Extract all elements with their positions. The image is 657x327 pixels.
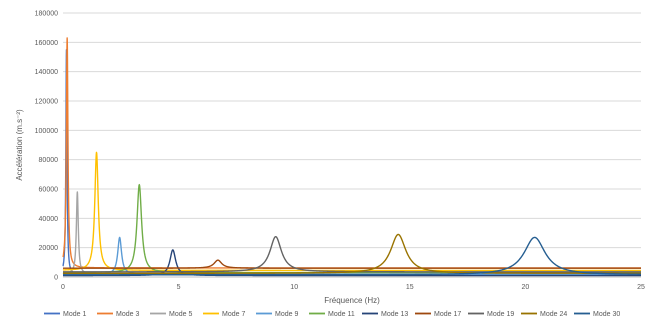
x-tick-label: 15 — [406, 284, 414, 291]
x-axis-title: Fréquence (Hz) — [324, 296, 380, 305]
legend-label: Mode 3 — [116, 311, 139, 318]
y-tick-label: 120000 — [35, 99, 58, 106]
y-axis-title: Accélération (m.s⁻²) — [15, 109, 24, 181]
x-tick-label: 20 — [522, 284, 530, 291]
series-line-mode-7 — [62, 151, 642, 272]
x-tick-label: 5 — [177, 284, 181, 291]
y-tick-label: 140000 — [35, 69, 58, 76]
y-tick-label: 160000 — [35, 40, 58, 47]
series-line-mode-13 — [62, 249, 642, 277]
series-line-mode-30 — [62, 236, 642, 276]
legend-label: Mode 5 — [169, 311, 192, 318]
legend-label: Mode 24 — [540, 311, 567, 318]
x-tick-label: 25 — [637, 284, 645, 291]
y-tick-label: 180000 — [35, 11, 58, 18]
legend-label: Mode 11 — [328, 311, 355, 318]
x-tick-label: 0 — [61, 284, 65, 291]
x-tick-labels: 0 5 10 15 20 25 — [61, 284, 645, 291]
legend: Mode 1 Mode 3 Mode 5 Mode 7 Mode 9 Mode 11 Mod… — [44, 311, 620, 318]
y-tick-label: 20000 — [39, 245, 59, 252]
gridlines — [63, 12, 641, 249]
y-tick-label: 80000 — [39, 157, 59, 164]
y-tick-label: 60000 — [39, 187, 59, 194]
legend-label: Mode 19 — [487, 311, 514, 318]
legend-label: Mode 9 — [275, 311, 298, 318]
y-tick-label: 40000 — [39, 216, 59, 223]
legend-label: Mode 13 — [381, 311, 408, 318]
y-tick-label: 0 — [54, 275, 58, 282]
legend-label: Mode 30 — [593, 311, 620, 318]
legend-label: Mode 1 — [63, 311, 86, 318]
series-line-mode-24 — [62, 233, 642, 274]
legend-label: Mode 7 — [222, 311, 245, 318]
y-tick-label: 100000 — [35, 128, 58, 135]
x-tick-label: 10 — [290, 284, 298, 291]
series-lines — [62, 37, 642, 277]
y-tick-labels: 0 20000 40000 60000 80000 100000 120000 140000 1… — [35, 11, 58, 282]
legend-label: Mode 17 — [434, 311, 461, 318]
